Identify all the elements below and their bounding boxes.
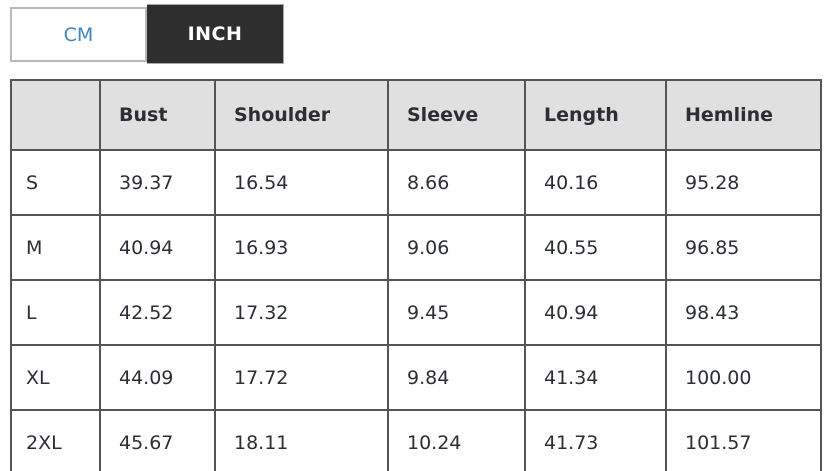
cm-tab[interactable]: CM — [10, 7, 147, 62]
table-row-m: M 40.94 16.93 9.06 40.55 96.85 — [10, 214, 822, 281]
cell-bust: 42.52 — [99, 279, 216, 346]
cell-length: 41.34 — [524, 344, 667, 411]
cell-hemline: 98.43 — [665, 279, 822, 346]
table-row-s: S 39.37 16.54 8.66 40.16 95.28 — [10, 149, 822, 216]
cell-bust: 39.37 — [99, 149, 216, 216]
size-label: M — [10, 214, 101, 281]
unit-toggle: CM INCH — [10, 4, 820, 68]
cell-length: 40.16 — [524, 149, 667, 216]
cell-shoulder: 16.93 — [214, 214, 389, 281]
inch-tab[interactable]: INCH — [147, 4, 284, 64]
cell-hemline: 101.57 — [665, 409, 822, 471]
header-hemline: Hemline — [665, 79, 822, 151]
cell-sleeve: 10.24 — [387, 409, 526, 471]
size-label: L — [10, 279, 101, 346]
cell-shoulder: 18.11 — [214, 409, 389, 471]
cell-shoulder: 16.54 — [214, 149, 389, 216]
cell-sleeve: 9.06 — [387, 214, 526, 281]
cell-length: 40.55 — [524, 214, 667, 281]
cell-hemline: 95.28 — [665, 149, 822, 216]
table-row-xl: XL 44.09 17.72 9.84 41.34 100.00 — [10, 344, 822, 411]
cell-shoulder: 17.72 — [214, 344, 389, 411]
size-label: XL — [10, 344, 101, 411]
cell-sleeve: 8.66 — [387, 149, 526, 216]
cell-sleeve: 9.45 — [387, 279, 526, 346]
size-chart-table: Bust Shoulder Sleeve Length Hemline S 39… — [10, 79, 822, 471]
cell-bust: 40.94 — [99, 214, 216, 281]
header-shoulder: Shoulder — [214, 79, 389, 151]
header-sleeve: Sleeve — [387, 79, 526, 151]
cell-hemline: 96.85 — [665, 214, 822, 281]
header-row: Bust Shoulder Sleeve Length Hemline — [10, 79, 822, 151]
cell-hemline: 100.00 — [665, 344, 822, 411]
cell-length: 41.73 — [524, 409, 667, 471]
cell-shoulder: 17.32 — [214, 279, 389, 346]
cell-bust: 44.09 — [99, 344, 216, 411]
header-length: Length — [524, 79, 667, 151]
size-label: 2XL — [10, 409, 101, 471]
cell-length: 40.94 — [524, 279, 667, 346]
cell-bust: 45.67 — [99, 409, 216, 471]
table-row-2xl: 2XL 45.67 18.11 10.24 41.73 101.57 — [10, 409, 822, 471]
cell-sleeve: 9.84 — [387, 344, 526, 411]
size-label: S — [10, 149, 101, 216]
header-bust: Bust — [99, 79, 216, 151]
header-size — [10, 79, 101, 151]
table-row-l: L 42.52 17.32 9.45 40.94 98.43 — [10, 279, 822, 346]
